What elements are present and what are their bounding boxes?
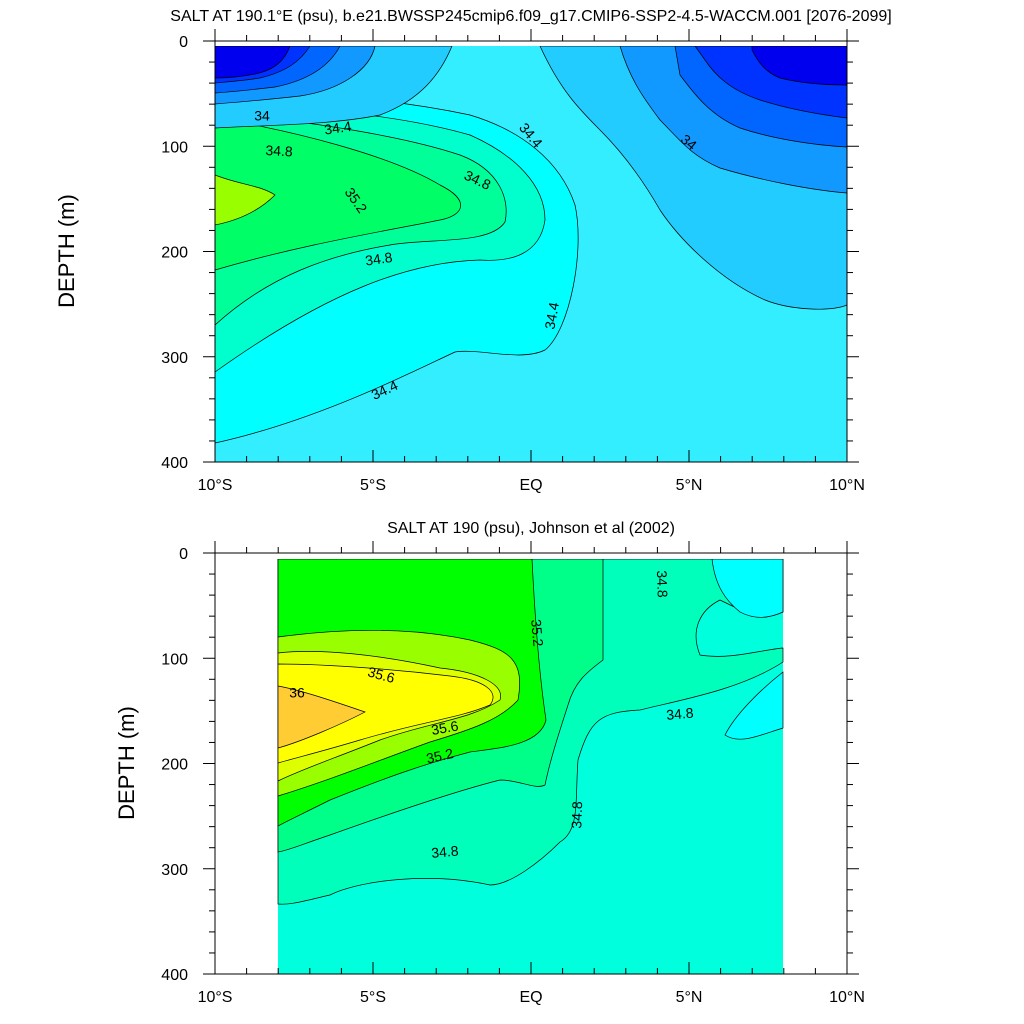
contour-label: 34.8 [265,142,293,159]
contour-label: 36 [289,685,305,701]
contour-label: 35.2 [528,619,546,648]
bottom-contour-labels: 34.8 35.2 35.6 36 35.6 34.8 35.2 34.8 34.8 [289,570,694,861]
bottom-y-tick-label: 200 [161,757,188,774]
bottom-panel: SALT AT 190 (psu), Johnson et al (2002) … [114,520,865,1006]
contour-label: 34.4 [541,301,562,331]
top-region-33-4-south [215,45,291,79]
top-x-tick-label: 5°N [676,477,703,494]
contour-label: 35.2 [425,745,455,766]
bottom-x-tick-label: 5°N [676,989,703,1006]
top-x-tick-label: 10°S [198,477,233,494]
contour-label: 34.8 [364,249,393,269]
bottom-x-tick-label: EQ [519,989,542,1006]
bottom-region-34-6-north-deep [724,671,784,740]
contour-label: 34.8 [654,570,671,598]
contour-label: 34.4 [323,118,352,138]
top-chart-title: SALT AT 190.1°E (psu), b.e21.BWSSP245cmi… [170,8,891,25]
bottom-y-axis-label: DEPTH (m) [114,706,139,820]
bottom-region-34-6-north-surface [711,558,784,618]
contour-label: 34.8 [568,801,585,829]
top-ticks [203,29,859,463]
top-region-33-4-north [751,45,847,86]
top-y-tick-label: 0 [179,34,188,51]
bottom-chart-title: SALT AT 190 (psu), Johnson et al (2002) [387,520,675,537]
bottom-region-35-8 [277,663,494,764]
top-region-35-4 [215,174,276,226]
bottom-ticks [203,541,859,975]
bottom-tick-labels: 10°S 5°S EQ 5°N 10°N 0 100 200 300 400 [161,546,865,1006]
bottom-x-tick-label: 10°N [829,989,865,1006]
bottom-region-36-0 [277,685,366,749]
top-y-tick-label: 200 [161,245,188,262]
top-y-axis-label: DEPTH (m) [54,194,79,308]
bottom-y-tick-label: 0 [179,546,188,563]
top-x-tick-label: EQ [519,477,542,494]
bottom-surface-gap [215,553,847,559]
bottom-y-tick-label: 100 [161,651,188,668]
contour-label: 34.8 [666,705,695,723]
top-panel: SALT AT 190.1°E (psu), b.e21.BWSSP245cmi… [54,8,892,494]
top-y-tick-label: 400 [161,455,188,472]
bottom-y-tick-label: 400 [161,967,188,984]
bottom-plot-area [215,553,847,974]
bottom-y-tick-label: 300 [161,862,188,879]
top-region-35-2 [215,117,461,271]
top-tick-labels: 10°S 5°S EQ 5°N 10°N 0 100 200 300 400 [161,34,865,494]
top-y-tick-label: 100 [161,139,188,156]
contour-label: 34.8 [431,843,460,861]
bottom-x-tick-label: 10°S [198,989,233,1006]
contour-label: 35.6 [366,663,397,686]
top-x-tick-label: 5°S [360,477,386,494]
top-surface-gap [215,41,847,46]
top-y-tick-label: 300 [161,350,188,367]
top-plot-area [215,41,847,462]
top-x-tick-label: 10°N [829,477,865,494]
bottom-x-tick-label: 5°S [360,989,386,1006]
contour-label: 35.6 [430,717,460,738]
contour-label: 34 [254,108,270,124]
